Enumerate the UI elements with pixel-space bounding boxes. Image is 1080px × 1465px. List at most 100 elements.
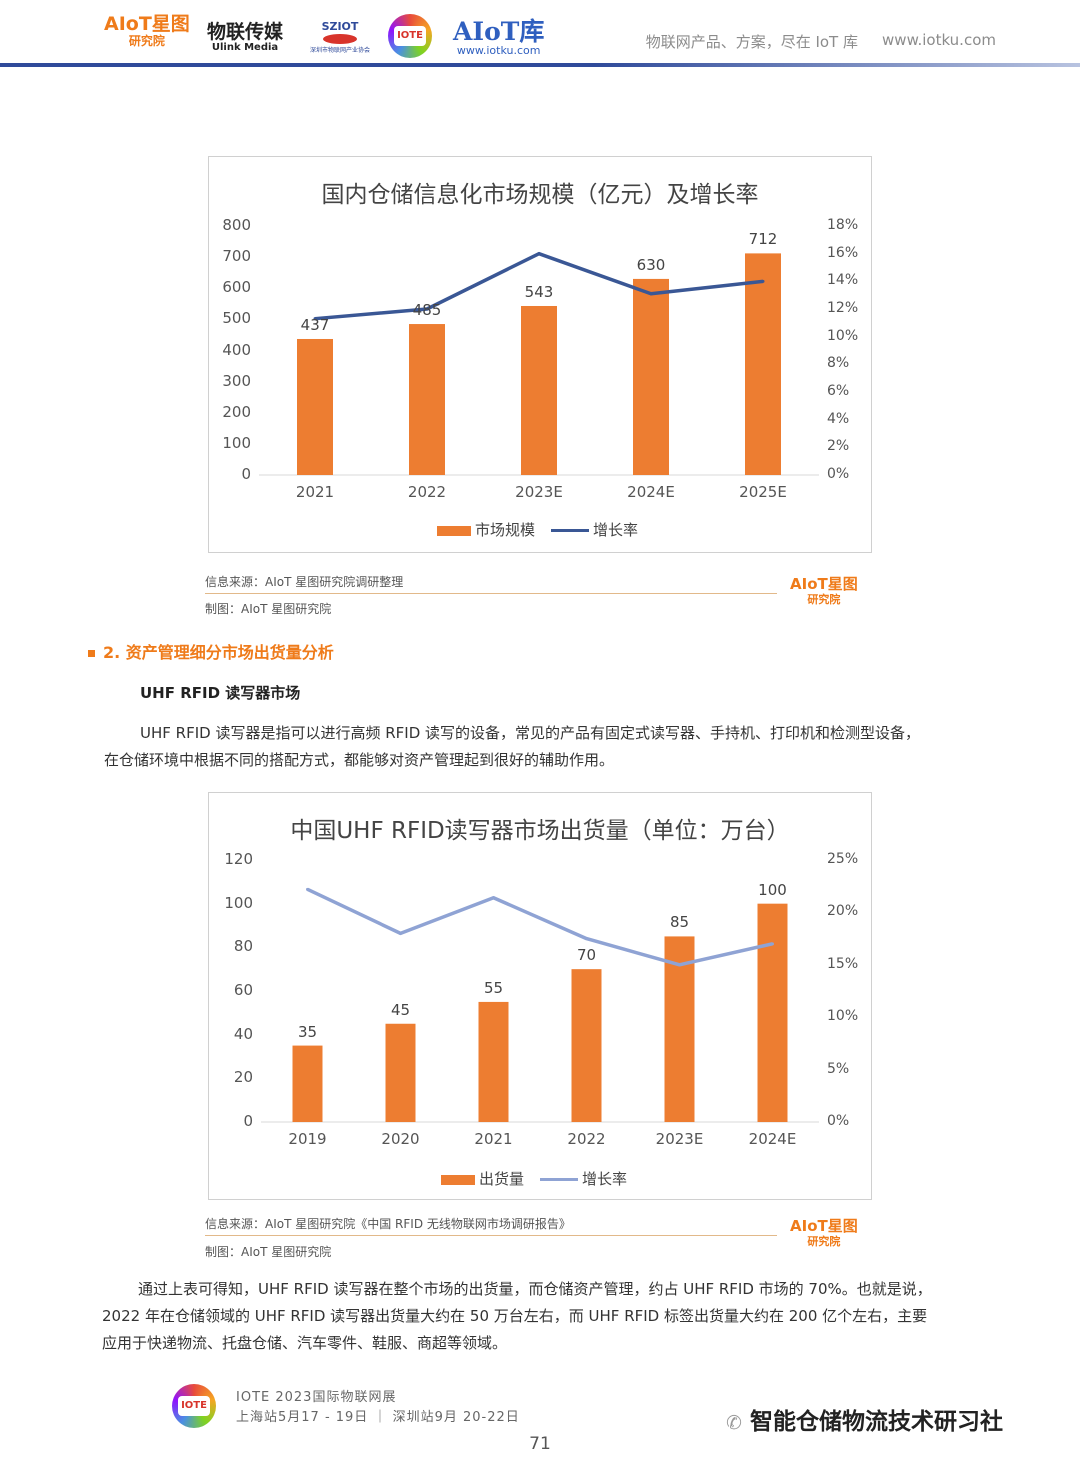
growth-rate-point [771,942,774,946]
x-axis-tick-label: 2024E [748,1130,797,1148]
growth-rate-point [399,931,402,935]
bar-data-label: 437 [300,315,330,334]
market-size-chart: 国内仓储信息化市场规模（亿元）及增长率 市场规模 增长率 0 100 200 300 40… [208,156,872,553]
bar [521,305,557,475]
y2-axis-tick-label: 10% [827,1008,859,1025]
legend-bar-swatch [441,1174,475,1185]
footer-event-info: IOTE 2023国际物联网展 上海站5月17 - 19日 ｜ 深圳站9月 20… [236,1390,520,1425]
y2-axis-tick-label: 15% [827,955,859,972]
growth-rate-point [585,937,588,941]
chart1-source: 信息来源：AIoT 星图研究院调研整理 [205,575,404,589]
chart-legend: 出货量 增长率 [441,1168,627,1189]
aiot-xingtu-logo-small: AIoT星图 研究院 [790,575,858,607]
y-axis-tick-label: 20 [233,1068,253,1087]
growth-rate-point [313,317,317,321]
y2-axis-tick-label: 4% [827,410,850,427]
growth-rate-line [306,887,773,967]
aiot-xingtu-logo-small: AIoT星图 研究院 [790,1217,858,1249]
aiotku-logo: AIoT库 www.iotku.com [453,17,545,57]
y-axis-tick-label: 200 [222,402,251,421]
legend-line-swatch [540,1178,579,1181]
aiot-xingtu-logo: AIoT星图 研究院 [104,13,190,48]
y-axis-tick-label: 300 [222,371,251,390]
x-axis-tick-label: 2020 [381,1130,420,1148]
y-axis-tick-label: 100 [224,893,253,912]
growth-rate-point [537,252,541,256]
y2-axis-tick-label: 12% [827,300,859,316]
y2-axis-tick-label: 2% [827,438,850,455]
y2-axis-tick-label: 20% [827,903,859,920]
bar [745,253,781,475]
market-size-chart-plot [259,251,819,476]
y2-axis-tick-label: 0% [827,1113,850,1129]
y-axis-tick-label: 60 [233,981,253,999]
y-axis-tick-label: 600 [222,278,251,297]
bar [385,1023,416,1122]
chart-title: 中国UHF RFID读写器市场出货量（单位：万台） [290,818,790,844]
growth-rate-point [425,307,429,311]
bar [297,338,333,475]
y2-axis-tick-label: 0% [827,466,850,482]
y-axis-tick-label: 500 [222,309,251,328]
bar-data-label: 70 [576,946,597,965]
legend-line-swatch [551,529,590,532]
chart2-credit: 制图：AIoT 星图研究院 [205,1245,332,1259]
y-axis-tick-label: 100 [222,433,251,452]
legend-bar-swatch [437,525,471,536]
page-header: AIoT星图 研究院 物联传媒 Ulink Media SZIOT 深圳市物联网… [0,0,1080,68]
bar-data-label: 55 [483,978,504,997]
bar-data-label: 485 [412,301,442,320]
y2-axis-tick-label: 5% [827,1060,850,1077]
x-axis-tick-label: 2022 [567,1130,606,1148]
y2-axis-tick-label: 18% [827,217,859,233]
y2-axis-tick-label: 25% [827,851,859,867]
bar [478,1001,509,1122]
header-rule [0,63,1080,67]
y-axis-tick-label: 120 [224,850,253,868]
y2-axis-tick-label: 8% [827,355,850,372]
paragraph-2: 通过上表可得知，UHF RFID 读写器在整个市场的出货量，而仓储资产管理，约占… [102,1280,932,1352]
section-heading: 2. 资产管理细分市场出货量分析 [88,639,334,663]
x-axis-tick-label: 2021 [474,1130,513,1148]
bar [757,903,788,1122]
sziot-emblem-icon [323,34,357,44]
legend-series-1: 出货量 [479,1170,525,1188]
bar-data-label: 712 [748,230,778,249]
bar [571,969,602,1122]
heading-bullet-icon [88,650,95,657]
growth-rate-point [492,896,495,900]
wechat-icon: ✆ [726,1412,742,1434]
bar [292,1045,323,1122]
x-axis-tick-label: 2022 [407,483,447,501]
ulink-media-logo: 物联传媒 Ulink Media [207,21,284,53]
uhf-rfid-shipment-chart: 中国UHF RFID读写器市场出货量（单位：万台） 出货量 增长率 0 20 40 60… [208,792,872,1200]
uhf-rfid-shipment-chart-plot [261,887,819,1123]
legend-series-2: 增长率 [582,1170,628,1188]
x-axis-tick-label: 2023E [515,483,563,501]
chart-title: 国内仓储信息化市场规模（亿元）及增长率 [321,182,759,208]
y2-axis-tick-label: 14% [827,272,859,289]
x-axis-tick-label: 2023E [655,1130,704,1148]
source-divider [205,593,777,594]
iote-logo: IOTE [388,14,432,58]
x-axis-tick-label: 2021 [295,483,335,501]
y-axis-tick-label: 400 [222,340,251,359]
y-axis-tick-label: 700 [222,247,251,266]
growth-rate-point [761,279,765,283]
y2-axis-tick-label: 10% [827,327,859,344]
bar-data-label: 35 [297,1022,318,1041]
growth-rate-point [306,887,309,891]
bar [664,936,695,1122]
bar-data-label: 85 [669,913,690,932]
x-axis-tick-label: 2019 [288,1130,327,1148]
chart-legend: 市场规模 增长率 [437,519,638,540]
growth-rate-point [649,292,653,296]
y-axis-tick-label: 40 [233,1024,253,1043]
header-site-url[interactable]: www.iotku.com [882,31,996,49]
y-axis-tick-label: 80 [233,937,253,956]
chart2-source: 信息来源：AIoT 星图研究院《中国 RFID 无线物联网市场调研报告》 [205,1217,571,1231]
wechat-watermark: ✆ 智能仓储物流技术研习社 [726,1409,1003,1435]
chart1-credit: 制图：AIoT 星图研究院 [205,602,332,616]
legend-series-1: 市场规模 [475,521,536,539]
bar [409,324,445,475]
